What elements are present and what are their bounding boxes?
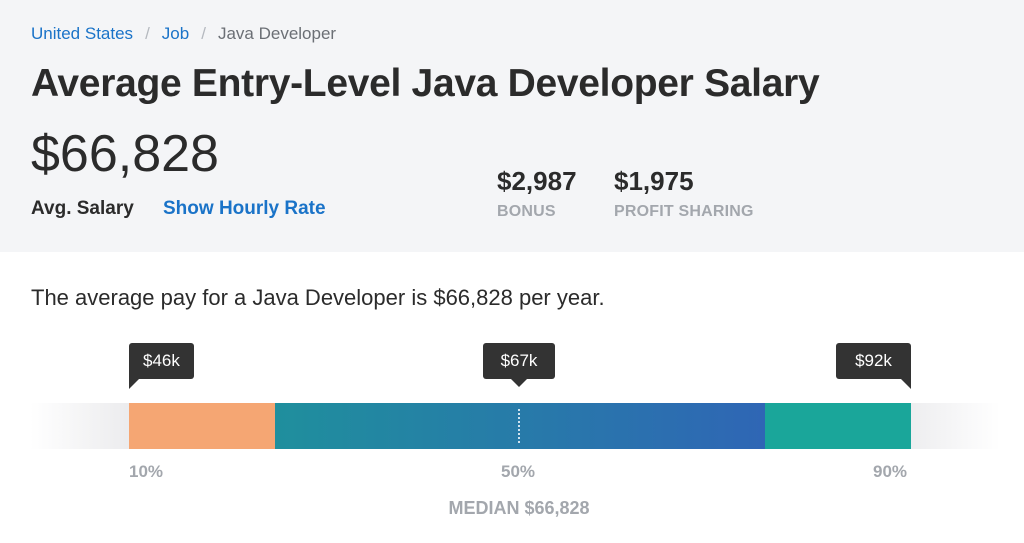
tooltip-90th-percentile: $92k — [836, 343, 911, 389]
breadcrumb-link-job[interactable]: Job — [161, 24, 190, 43]
avg-salary-label: Avg. Salary — [31, 198, 134, 219]
breadcrumb-current: Java Developer — [217, 24, 337, 43]
tooltip-median: $67k — [483, 343, 555, 387]
percentile-label-50: 50% — [501, 462, 536, 481]
salary-summary-text: The average pay for a Java Developer is … — [31, 285, 605, 310]
breadcrumb-separator: / — [145, 24, 150, 43]
salary-range-low-segment — [129, 403, 275, 449]
show-hourly-rate-link[interactable]: Show Hourly Rate — [163, 198, 326, 219]
median-marker-line — [518, 409, 520, 443]
bonus-label: BONUS — [497, 203, 556, 220]
avg-salary-amount: $66,828 — [31, 125, 219, 183]
salary-range-high-segment — [765, 403, 911, 449]
page-title: Average Entry-Level Java Developer Salar… — [31, 62, 820, 105]
bonus-stat: $2,987 BONUS — [497, 166, 577, 221]
percentile-label-90: 90% — [873, 462, 908, 481]
tooltip-10th-percentile: $46k — [129, 343, 194, 389]
breadcrumb-link-united-states[interactable]: United States — [31, 24, 134, 43]
percentile-label-10: 10% — [129, 462, 164, 481]
bonus-value: $2,987 — [497, 166, 577, 196]
profit-sharing-value: $1,975 — [614, 166, 694, 196]
breadcrumb-separator: / — [201, 24, 206, 43]
profit-sharing-stat: $1,975 PROFIT SHARING — [614, 166, 754, 221]
profit-sharing-label: PROFIT SHARING — [614, 203, 754, 220]
median-salary-label: MEDIAN $66,828 — [448, 498, 590, 518]
breadcrumb: United States / Job / Java Developer — [31, 24, 336, 44]
salary-range-mid-segment — [275, 403, 765, 449]
salary-header: United States / Job / Java Developer Ave… — [0, 0, 1024, 252]
